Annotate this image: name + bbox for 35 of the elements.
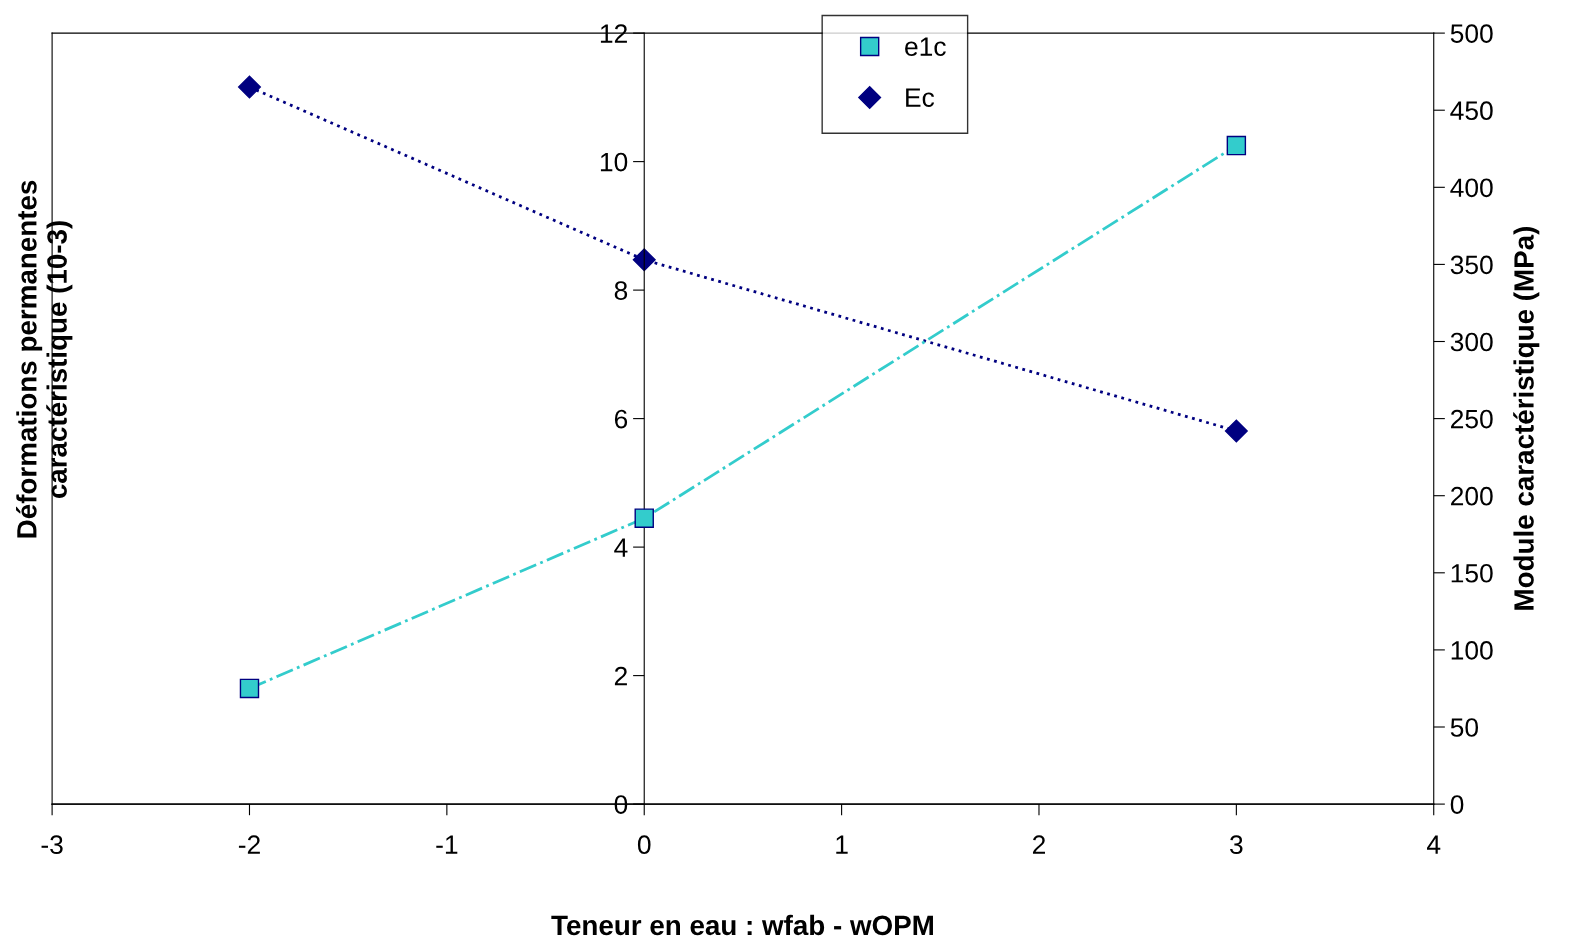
point: [1226, 135, 1247, 156]
y-tick-label: 2: [614, 666, 627, 686]
y2-tick-label: 400: [1450, 178, 1493, 198]
y-tick-label: 8: [614, 281, 628, 300]
y2-axis-title: Module caractéristique (MPa): [1513, 227, 1540, 610]
x-tick-label: 1: [836, 835, 848, 854]
point: [632, 248, 656, 272]
y2-tick-label: 300: [1450, 332, 1493, 352]
y-axis-title: Déformations permanentes caractéristique (10-3): [16, 180, 73, 538]
point: [1224, 419, 1248, 443]
x-axis-title: Teneur en eau : wfab - wOPM: [551, 914, 933, 936]
y2-tick-label: 500: [1450, 24, 1493, 43]
y2-tick-label: 100: [1451, 641, 1493, 660]
point: [634, 508, 654, 528]
y-tick-label: 6: [614, 409, 628, 429]
y-tick-label: 10: [600, 152, 628, 172]
y2-tick-label: 50: [1450, 718, 1479, 737]
y-tick-label: 4: [614, 538, 628, 557]
y2-tick-label: 250: [1451, 409, 1493, 429]
point: [239, 678, 260, 699]
legend-label: Ec: [906, 88, 935, 107]
x-tick-label: -1: [436, 835, 458, 854]
x-tick-label: 3: [1230, 835, 1243, 855]
y2-tick-label: 200: [1451, 486, 1493, 506]
x-tick-label: -2: [238, 835, 260, 854]
x-tick-label: 2: [1032, 835, 1045, 854]
y2-tick-label: 0: [1450, 795, 1464, 814]
x-tick-label: 4: [1427, 835, 1441, 854]
x-tick-label: 0: [637, 835, 651, 855]
point: [237, 75, 261, 99]
y2-tick-label: 450: [1450, 101, 1493, 121]
legend-label: e1c: [905, 37, 946, 56]
x-tick-label: -3: [41, 835, 63, 855]
y2-tick-label: 150: [1451, 563, 1493, 583]
y2-tick-label: 350: [1450, 255, 1493, 275]
